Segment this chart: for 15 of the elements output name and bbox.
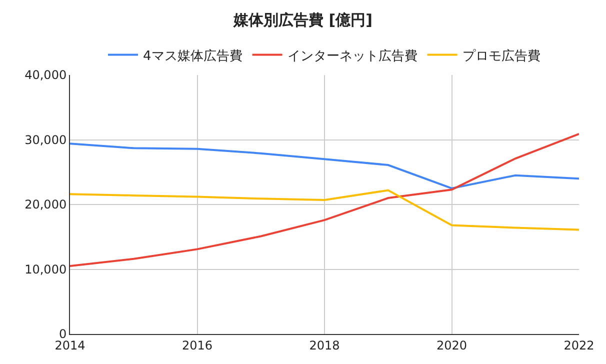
- y-tick-label: 10,000: [24, 262, 67, 276]
- line-series: [70, 189, 579, 231]
- line-series: [70, 142, 579, 190]
- x-tick-label: 2016: [182, 338, 213, 352]
- legend-label: プロモ広告費: [462, 48, 540, 64]
- x-tick-label: 2018: [309, 338, 340, 352]
- line-series: [70, 132, 579, 268]
- chart-title: 媒体別広告費 [億円]: [232, 11, 372, 30]
- x-tick-label: 2020: [436, 338, 468, 352]
- y-tick-label: 40,000: [24, 68, 67, 82]
- legend-label: 4マス媒体広告費: [143, 48, 242, 64]
- y-tick-label: 20,000: [24, 198, 67, 212]
- legend-label: インターネット広告費: [287, 48, 418, 64]
- x-tick-label: 2022: [564, 338, 594, 352]
- y-tick-label: 30,000: [24, 132, 67, 147]
